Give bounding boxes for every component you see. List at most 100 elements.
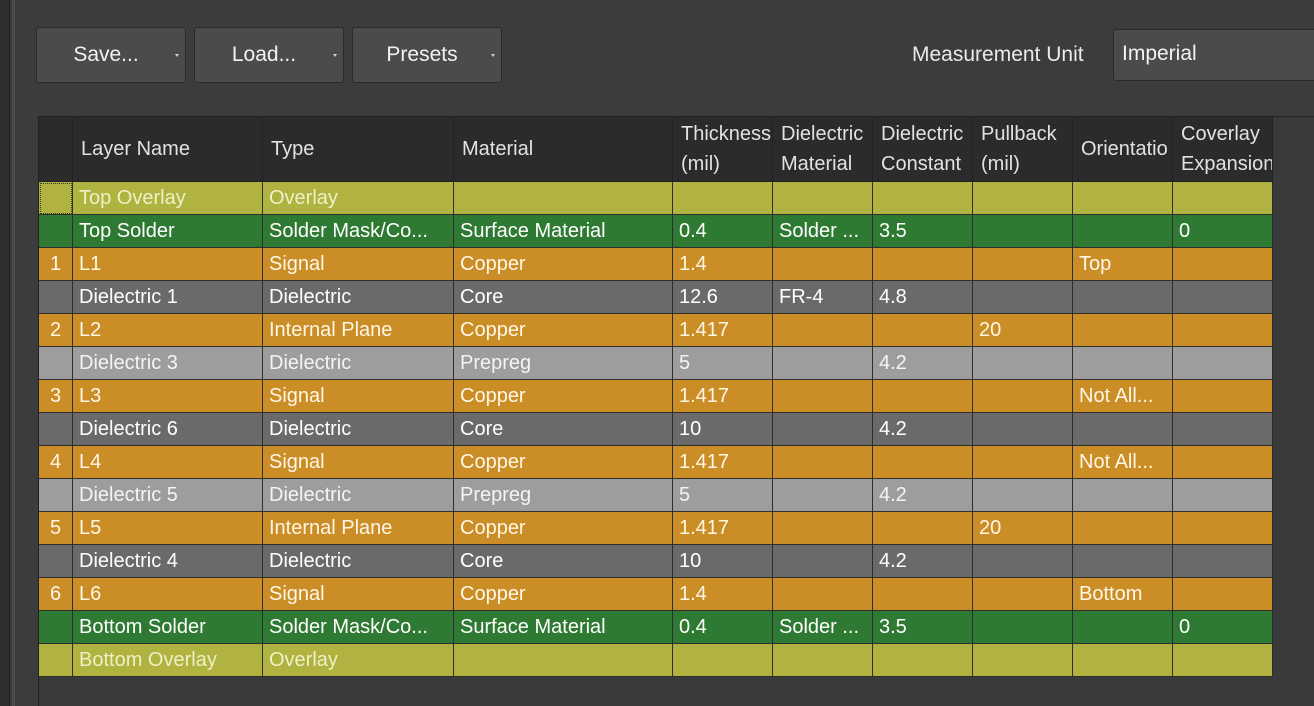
row-index-cell[interactable]: 2 [39, 314, 73, 347]
table-cell[interactable] [773, 644, 873, 677]
table-row[interactable]: 3 L3 Signal Copper 1.417 Not All... [39, 380, 1273, 413]
table-cell[interactable]: Internal Plane [263, 314, 454, 347]
table-row[interactable]: Dielectric 4 Dielectric Core 10 4.2 [39, 545, 1273, 578]
table-cell[interactable]: Dielectric 5 [73, 479, 263, 512]
table-cell[interactable]: Core [454, 545, 673, 578]
table-cell[interactable] [1173, 644, 1273, 677]
row-index-cell[interactable]: 1 [39, 248, 73, 281]
table-cell[interactable] [973, 248, 1073, 281]
table-cell[interactable]: L6 [73, 578, 263, 611]
table-cell[interactable] [873, 644, 973, 677]
table-cell[interactable]: 3.5 [873, 215, 973, 248]
row-index-cell[interactable] [39, 347, 73, 380]
table-cell[interactable]: Bottom [1073, 578, 1173, 611]
measurement-unit-select[interactable]: Imperial [1113, 29, 1314, 81]
table-cell[interactable]: 0.4 [673, 611, 773, 644]
table-row[interactable]: Bottom Solder Solder Mask/Co... Surface Ma… [39, 611, 1273, 644]
table-cell[interactable] [973, 413, 1073, 446]
table-row[interactable]: Bottom Overlay Overlay [39, 644, 1273, 677]
table-cell[interactable] [873, 248, 973, 281]
table-row[interactable]: 2 L2 Internal Plane Copper 1.417 20 [39, 314, 1273, 347]
table-cell[interactable]: 10 [673, 545, 773, 578]
table-cell[interactable]: Prepreg [454, 347, 673, 380]
table-cell[interactable]: Dielectric 4 [73, 545, 263, 578]
presets-button[interactable]: Presets [352, 27, 502, 83]
table-cell[interactable]: Signal [263, 248, 454, 281]
load-dropdown-chevron-icon[interactable] [333, 54, 337, 57]
table-cell[interactable]: 1.417 [673, 446, 773, 479]
table-cell[interactable] [773, 380, 873, 413]
table-cell[interactable] [1173, 413, 1273, 446]
table-cell[interactable]: Dielectric [263, 281, 454, 314]
table-cell[interactable] [973, 611, 1073, 644]
table-cell[interactable] [1073, 413, 1173, 446]
table-cell[interactable] [1073, 479, 1173, 512]
table-cell[interactable]: Dielectric [263, 479, 454, 512]
header-dielectric-constant[interactable]: Dielectric Constant [873, 117, 973, 182]
table-cell[interactable]: 4.2 [873, 479, 973, 512]
table-cell[interactable] [973, 446, 1073, 479]
table-cell[interactable]: Top Solder [73, 215, 263, 248]
table-cell[interactable]: 10 [673, 413, 773, 446]
table-row[interactable]: 4 L4 Signal Copper 1.417 Not All... [39, 446, 1273, 479]
table-cell[interactable]: Solder ... [773, 611, 873, 644]
table-cell[interactable]: Surface Material [454, 215, 673, 248]
table-cell[interactable]: Dielectric [263, 545, 454, 578]
table-cell[interactable]: Copper [454, 248, 673, 281]
table-cell[interactable] [973, 380, 1073, 413]
table-cell[interactable] [773, 314, 873, 347]
table-cell[interactable] [873, 446, 973, 479]
presets-dropdown-chevron-icon[interactable] [491, 54, 495, 57]
table-cell[interactable] [973, 644, 1073, 677]
row-index-cell[interactable] [39, 281, 73, 314]
table-row[interactable]: Top Overlay Overlay [39, 182, 1273, 215]
table-cell[interactable]: 0 [1173, 215, 1273, 248]
table-cell[interactable]: Dielectric [263, 347, 454, 380]
table-cell[interactable]: 0.4 [673, 215, 773, 248]
header-coverlay-expansion[interactable]: Coverlay Expansion [1173, 117, 1273, 182]
table-cell[interactable]: L3 [73, 380, 263, 413]
table-cell[interactable]: Signal [263, 578, 454, 611]
table-cell[interactable] [1173, 248, 1273, 281]
table-cell[interactable]: Not All... [1073, 446, 1173, 479]
table-row[interactable]: Dielectric 6 Dielectric Core 10 4.2 [39, 413, 1273, 446]
table-cell[interactable] [973, 545, 1073, 578]
table-cell[interactable] [1073, 611, 1173, 644]
table-cell[interactable]: Solder ... [773, 215, 873, 248]
table-cell[interactable]: L5 [73, 512, 263, 545]
splitter-handle[interactable] [12, 0, 15, 706]
row-index-cell[interactable] [39, 644, 73, 677]
table-cell[interactable] [1173, 545, 1273, 578]
header-layer-name[interactable]: Layer Name [73, 117, 263, 182]
table-cell[interactable]: L4 [73, 446, 263, 479]
table-cell[interactable] [773, 512, 873, 545]
table-cell[interactable] [773, 479, 873, 512]
table-cell[interactable] [1173, 446, 1273, 479]
table-row[interactable]: Dielectric 1 Dielectric Core 12.6 FR-4 4.8 [39, 281, 1273, 314]
table-cell[interactable]: 12.6 [673, 281, 773, 314]
table-cell[interactable]: 4.2 [873, 347, 973, 380]
table-cell[interactable] [773, 578, 873, 611]
table-cell[interactable] [973, 479, 1073, 512]
table-cell[interactable] [873, 578, 973, 611]
table-cell[interactable] [973, 281, 1073, 314]
table-cell[interactable] [773, 248, 873, 281]
save-button[interactable]: Save... [36, 27, 186, 83]
table-cell[interactable] [1173, 380, 1273, 413]
table-cell[interactable]: Core [454, 281, 673, 314]
header-dielectric-material[interactable]: Dielectric Material [773, 117, 873, 182]
table-cell[interactable] [973, 578, 1073, 611]
table-row[interactable]: 6 L6 Signal Copper 1.4 Bottom [39, 578, 1273, 611]
header-row-index[interactable] [39, 117, 73, 182]
table-row[interactable]: 1 L1 Signal Copper 1.4 Top [39, 248, 1273, 281]
table-cell[interactable]: Top [1073, 248, 1173, 281]
header-pullback[interactable]: Pullback (mil) [973, 117, 1073, 182]
table-cell[interactable] [773, 182, 873, 215]
table-cell[interactable] [973, 215, 1073, 248]
table-cell[interactable]: 5 [673, 479, 773, 512]
save-dropdown-chevron-icon[interactable] [175, 54, 179, 57]
row-index-cell[interactable] [39, 479, 73, 512]
table-cell[interactable] [1173, 281, 1273, 314]
table-cell[interactable] [1073, 347, 1173, 380]
table-cell[interactable] [873, 380, 973, 413]
